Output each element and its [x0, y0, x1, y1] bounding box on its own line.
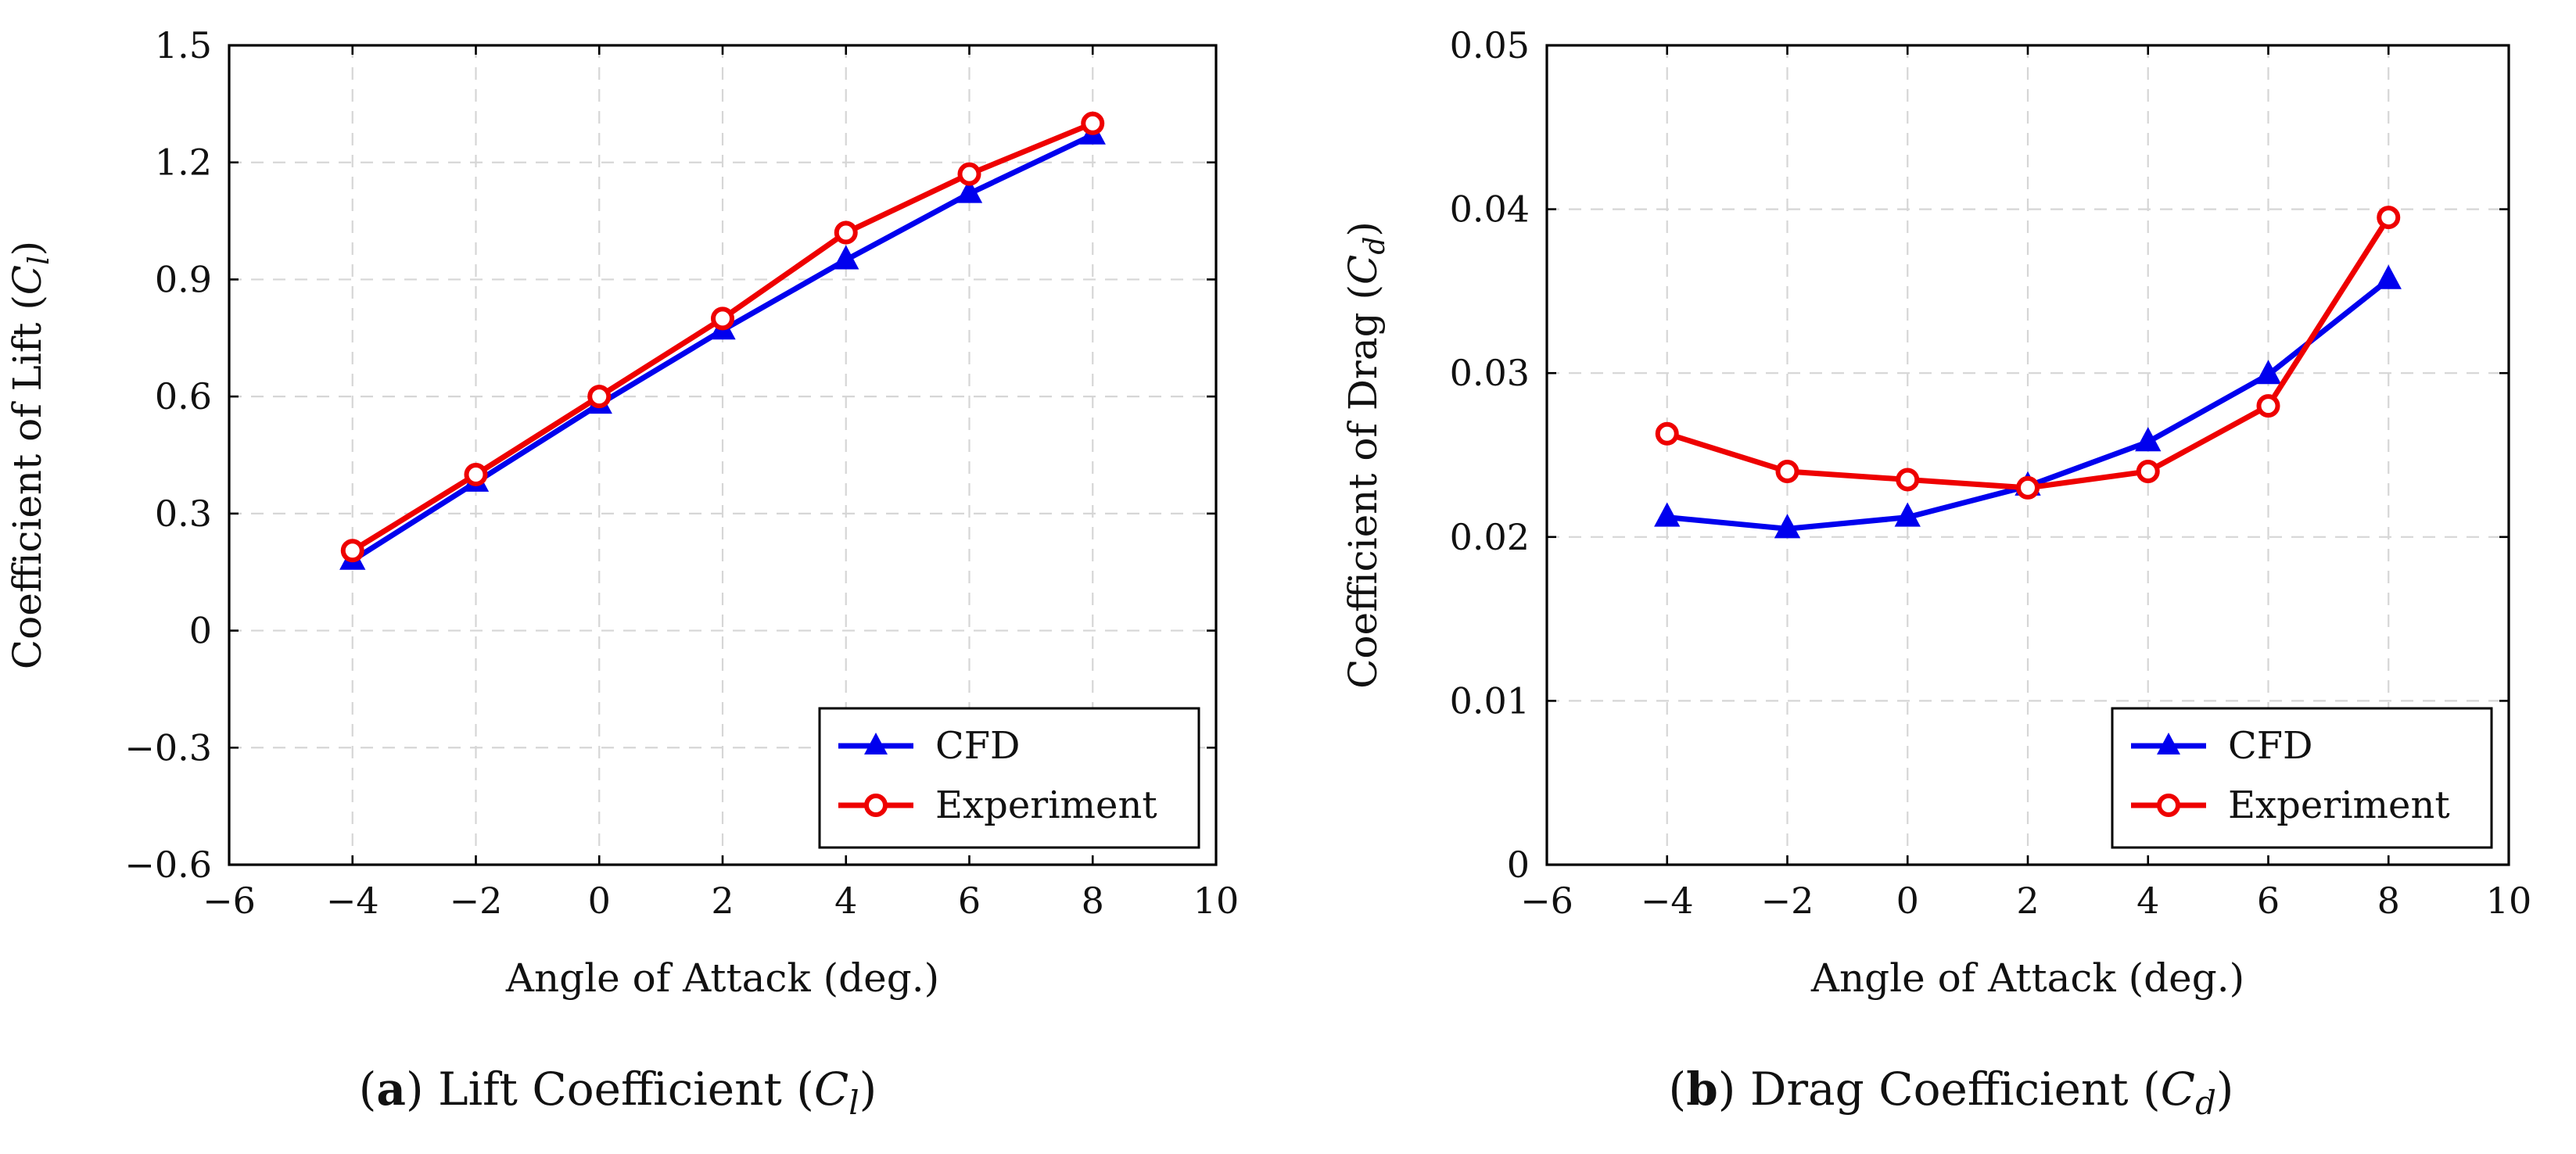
- legend-marker-cfd: [864, 733, 888, 754]
- y-tick-label: −0.3: [124, 726, 212, 769]
- data-point-experiment: [1081, 111, 1105, 135]
- data-point-experiment: [711, 306, 734, 331]
- data-point-experiment: [1775, 459, 1799, 483]
- legend-label-cfd: CFD: [935, 724, 1021, 768]
- legend-label-experiment: Experiment: [2228, 783, 2450, 827]
- panel-caption: (a) Lift Coefficient (Cl): [359, 1063, 877, 1122]
- x-axis-label: Angle of Attack (deg.): [1810, 955, 2244, 1001]
- x-tick-label: −2: [450, 880, 503, 922]
- legend-box: [2111, 707, 2493, 849]
- y-tick-label: 0: [189, 610, 212, 652]
- panel-caption: (b) Drag Coefficient (Cd): [1669, 1063, 2234, 1122]
- x-tick-label: −6: [1520, 880, 1573, 922]
- legend-box: [818, 707, 1200, 849]
- x-tick-label: 4: [2137, 880, 2159, 922]
- data-point-experiment: [587, 385, 612, 409]
- data-point-cfd: [1774, 514, 1801, 539]
- legend: CFD Experiment: [2111, 707, 2493, 849]
- plot-frame: [228, 44, 1218, 866]
- data-point-cfd: [956, 178, 983, 203]
- y-tick-label: 0.9: [155, 258, 212, 300]
- y-tick-label: 0: [1507, 844, 1530, 886]
- data-point-cfd: [2255, 360, 2282, 385]
- data-point-experiment: [2377, 206, 2401, 230]
- x-tick-label: 10: [2486, 880, 2532, 922]
- x-tick-label: 8: [2377, 880, 2400, 922]
- x-tick-label: 0: [588, 880, 611, 922]
- x-tick-label: −6: [203, 880, 256, 922]
- data-point-cfd: [1654, 502, 1681, 527]
- x-tick-label: 10: [1193, 880, 1240, 922]
- data-point-cfd: [833, 245, 859, 270]
- data-point-experiment: [340, 539, 364, 563]
- x-tick-label: −4: [1641, 880, 1694, 922]
- x-tick-label: 2: [711, 880, 734, 922]
- x-tick-label: 4: [834, 880, 857, 922]
- x-tick-label: −2: [1761, 880, 1814, 922]
- x-tick-label: 0: [1896, 880, 1919, 922]
- data-point-experiment: [2016, 475, 2040, 500]
- data-point-experiment: [464, 462, 488, 486]
- data-point-experiment: [1655, 421, 1679, 446]
- data-point-experiment: [1896, 468, 1920, 492]
- legend-marker-cfd: [2157, 733, 2180, 754]
- x-axis-label: Angle of Attack (deg.): [505, 955, 939, 1001]
- legend-marker-experiment: [2157, 794, 2180, 817]
- data-point-experiment: [2136, 459, 2160, 483]
- legend-label-cfd: CFD: [2228, 724, 2313, 768]
- y-tick-label: 0.05: [1450, 24, 1530, 66]
- x-tick-label: 8: [1082, 880, 1104, 922]
- x-tick-label: 6: [958, 880, 981, 922]
- data-point-cfd: [1894, 502, 1921, 527]
- data-point-experiment: [957, 162, 981, 186]
- data-point-experiment: [2256, 394, 2280, 418]
- data-point-cfd: [2375, 264, 2402, 289]
- x-tick-label: −4: [326, 880, 379, 922]
- legend-marker-experiment: [864, 794, 888, 817]
- data-point-experiment: [834, 220, 858, 245]
- y-axis-label: Coefficient of Lift (Cl): [5, 241, 56, 669]
- x-tick-label: 2: [2016, 880, 2039, 922]
- x-tick-label: 6: [2257, 880, 2280, 922]
- legend: CFD Experiment: [818, 707, 1200, 849]
- y-tick-label: 1.5: [155, 24, 212, 66]
- y-axis-label: Coefficient of Drag (Cd): [1340, 221, 1391, 689]
- chart-panel-a: −6 −4 −2 0 2 4 6 8 10 −0.6 −0.3 0 0.3 0.6 0.9 1.2 1.5 CFD…: [5, 24, 1239, 1122]
- y-tick-label: 1.2: [155, 142, 212, 184]
- y-tick-label: 0.6: [155, 375, 212, 418]
- plot-frame: [1545, 44, 2510, 866]
- y-tick-label: 0.03: [1450, 352, 1530, 394]
- y-tick-label: −0.6: [124, 844, 212, 886]
- y-tick-label: 0.3: [155, 493, 212, 535]
- chart-panel-b: −6 −4 −2 0 2 4 6 8 10 0 0.01 0.02 0.03 0.04 0.05 CFD Exp…: [1340, 24, 2531, 1122]
- legend-label-experiment: Experiment: [935, 783, 1157, 827]
- y-tick-label: 0.01: [1450, 679, 1530, 722]
- y-tick-label: 0.02: [1450, 516, 1530, 558]
- data-point-cfd: [2135, 427, 2162, 452]
- y-tick-label: 0.04: [1450, 188, 1530, 231]
